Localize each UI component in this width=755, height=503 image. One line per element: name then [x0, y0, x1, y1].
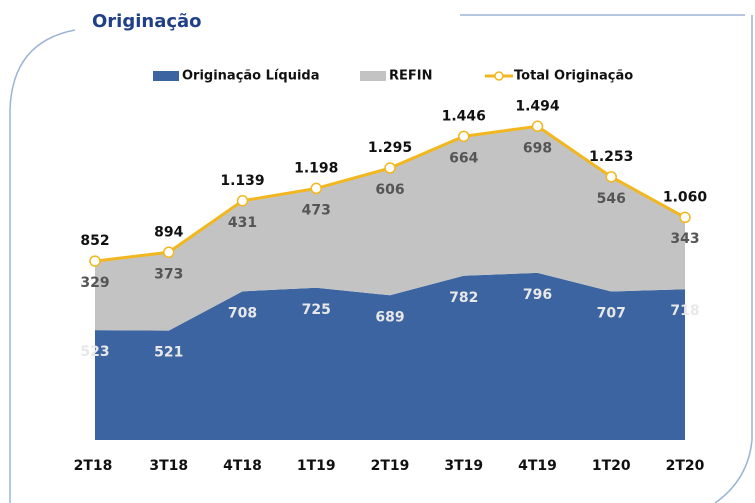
x-tick-label: 4T18 [223, 458, 262, 474]
data-label: 852 [80, 233, 109, 249]
data-label: 606 [375, 182, 404, 198]
x-tick-label: 4T19 [518, 458, 557, 474]
legend-swatch [153, 71, 179, 81]
data-label: 1.295 [368, 140, 412, 156]
legend-label: REFIN [389, 69, 433, 84]
data-label: 698 [523, 140, 552, 156]
point [310, 182, 322, 195]
legend-label: Total Originação [514, 69, 633, 84]
x-tick-label: 1T19 [297, 458, 336, 474]
data-label: 521 [154, 345, 183, 361]
data-label: 1.446 [442, 108, 486, 124]
data-label: 725 [302, 302, 331, 318]
data-label: 1.139 [220, 173, 264, 189]
data-label: 343 [670, 231, 699, 247]
point [384, 162, 396, 174]
x-tick-label: 3T18 [149, 458, 188, 474]
data-label: 796 [523, 287, 552, 303]
data-label: 1.494 [515, 98, 560, 114]
legend-swatch [360, 71, 386, 81]
data-label: 431 [228, 215, 257, 231]
data-label: 546 [597, 191, 626, 207]
data-label: 1.060 [663, 189, 708, 205]
x-tick-label: 2T18 [74, 458, 113, 474]
x-tick-label: 3T19 [444, 458, 483, 474]
area [95, 272, 685, 440]
legend-label: Originação Líquida [182, 69, 319, 84]
frame-right [714, 15, 753, 503]
data-label: 782 [449, 290, 478, 306]
data-label: 473 [302, 202, 331, 218]
data-label: 894 [154, 224, 183, 240]
point [236, 195, 249, 207]
data-label: 373 [154, 266, 183, 282]
point [605, 171, 617, 183]
point [679, 211, 691, 224]
data-label: 1.198 [294, 160, 338, 176]
point [458, 130, 470, 143]
data-label: 1.253 [589, 149, 633, 165]
data-label: 523 [80, 344, 109, 360]
point [163, 246, 175, 259]
data-label: 689 [375, 309, 404, 325]
data-label: 708 [228, 305, 257, 321]
x-tick-label: 2T20 [666, 458, 705, 474]
legend-swatch [494, 71, 504, 81]
frame-left [9, 29, 76, 503]
point [89, 255, 101, 267]
x-tick-label: 1T20 [592, 458, 631, 474]
chart-title: Originação [92, 11, 202, 32]
x-tick-label: 2T19 [371, 458, 410, 474]
data-label: 718 [670, 303, 699, 319]
data-label: 329 [80, 275, 109, 291]
point [531, 120, 544, 133]
data-label: 707 [597, 306, 626, 322]
area [95, 126, 685, 331]
data-label: 664 [449, 150, 478, 166]
